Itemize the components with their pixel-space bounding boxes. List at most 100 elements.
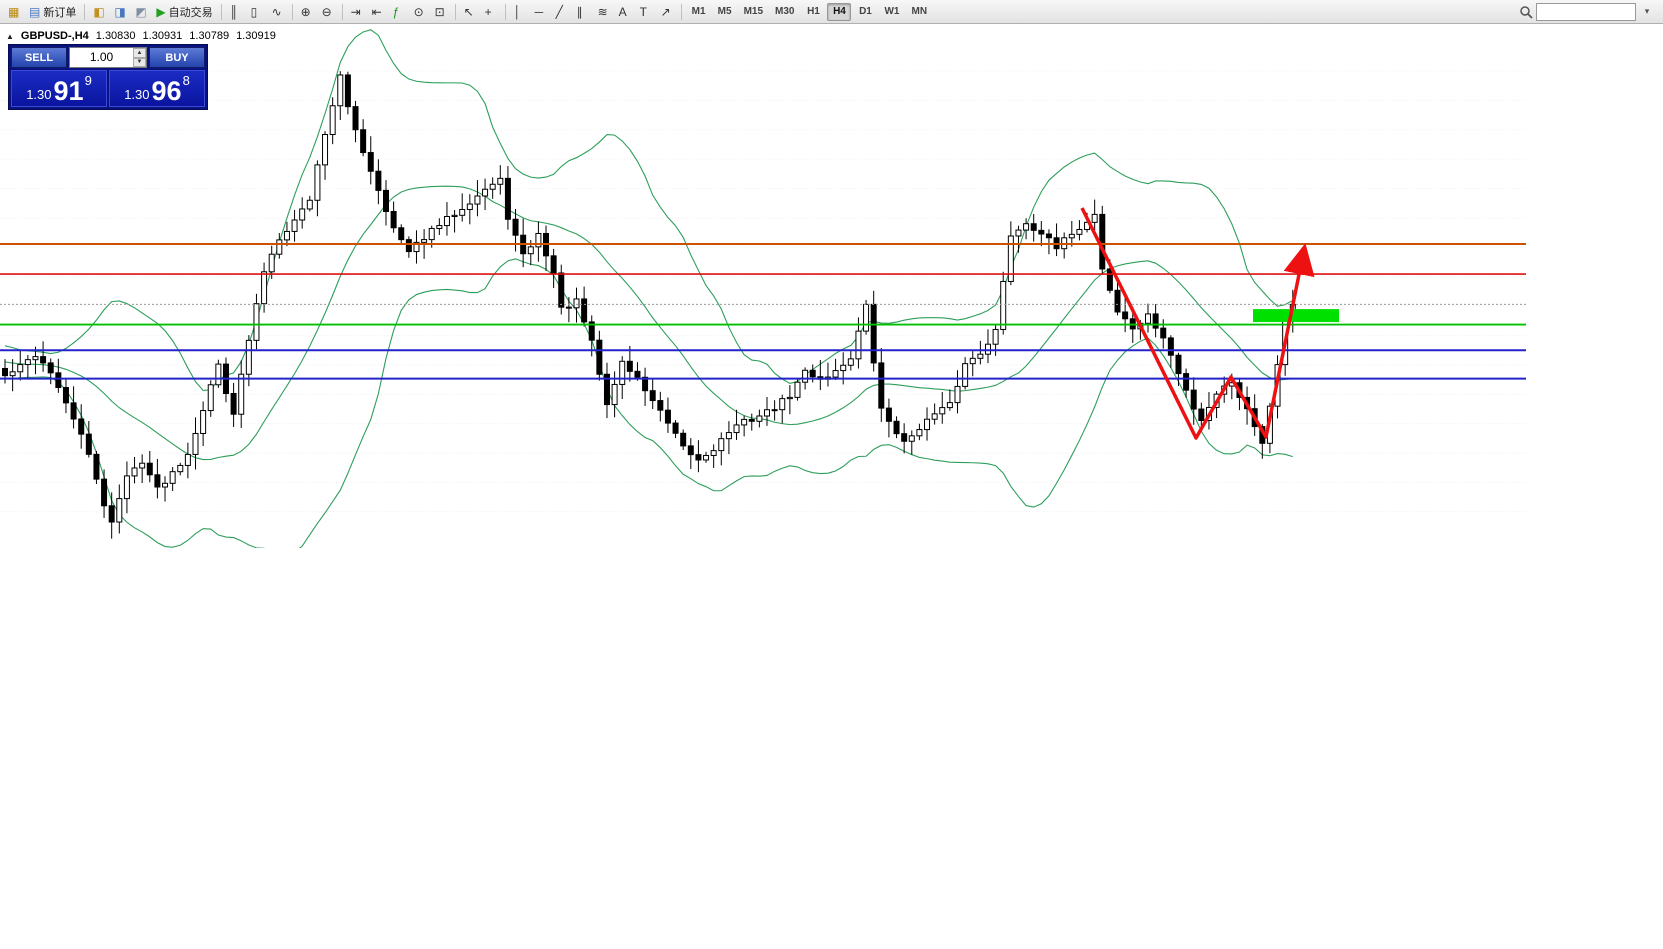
sell-button[interactable]: SELL [11,47,67,68]
ohlc-open: 1.30830 [95,30,136,42]
line-chart-icon: ∿ [271,4,282,19]
volume-down-button[interactable]: ▼ [133,57,146,67]
bar-chart-button[interactable]: ║ [226,2,246,22]
indicators-icon: ƒ [392,4,400,19]
timeframe-m5-button[interactable]: M5 [713,3,737,21]
crosshair-icon: + [484,4,492,19]
timeframe-m30-button[interactable]: M30 [770,3,799,21]
sell-price-big: 91 [53,76,84,106]
new-order-button-label: 新订单 [43,6,77,19]
toolbar: ▦ ▤ 新订单 ◧ ◨ ◩ ▶ 自动交易 ║ ▯ ∿ ⊕ ⊖ ⇥ ⇤ ƒ ⊙ ⊡ ↖ + │ ─ ╱ ∥ ≋ A T ↗ M1 M5 M1… [0,0,1663,24]
trendline-icon: ╱ [555,4,563,19]
horizontal-line-icon: ─ [534,4,544,19]
candlestick-chart-button[interactable]: ▯ [247,2,267,22]
autotrade-icon: ▶ [156,4,166,19]
channel-icon: ∥ [576,4,583,19]
chart-window-icon: ◧ [93,4,105,19]
toolbar-separator [291,3,293,20]
symbol-header: ▲ GBPUSD-,H4 1.30830 1.30931 1.30789 1.3… [6,30,276,42]
timeframe-w1-button[interactable]: W1 [879,3,904,21]
templates-icon: ⊡ [434,4,445,19]
candlestick-chart-icon: ▯ [250,4,258,19]
autotrade-button[interactable]: ▶ 自动交易 [152,2,216,22]
toolbar-separator [454,3,456,20]
terminal-icon-button[interactable]: ▦ [4,2,24,22]
chart-canvas[interactable] [0,24,1663,949]
profiles-button[interactable]: ◨ [110,2,130,22]
periods-button[interactable]: ⊙ [410,2,430,22]
text-icon: A [618,4,627,19]
timeframe-h4-button[interactable]: H4 [827,2,852,21]
crosshair-button[interactable]: + [481,2,501,22]
cursor-icon: ↖ [463,4,474,19]
sell-price-display[interactable]: 1.30 91 9 [11,70,107,107]
objects-marker-icon[interactable]: ▲ [6,31,14,41]
chart-area[interactable]: ▲ GBPUSD-,H4 1.30830 1.30931 1.30789 1.3… [0,24,1663,949]
chart-background [0,24,1663,949]
trendline-button[interactable]: ╱ [552,2,572,22]
data-window-icon: ◩ [135,4,147,19]
auto-scroll-button[interactable]: ⇥ [347,2,367,22]
one-click-trade-panel: SELL 1.00 ▲ ▼ BUY 1.30 91 9 1.30 96 8 [8,44,208,110]
zoom-in-button[interactable]: ⊕ [297,2,317,22]
toolbar-separator [504,3,506,20]
arrows-icon: ↗ [660,4,671,19]
chart-window-button[interactable]: ◧ [89,2,109,22]
text-button[interactable]: A [615,2,635,22]
new-order-icon: ▤ [29,4,41,19]
volume-value[interactable]: 1.00 [89,50,114,64]
auto-scroll-icon: ⇥ [350,4,361,19]
data-window-button[interactable]: ◩ [131,2,151,22]
search-input[interactable] [1536,2,1636,21]
timeframe-m1-button[interactable]: M1 [687,3,711,21]
line-chart-button[interactable]: ∿ [268,2,288,22]
fibonacci-button[interactable]: ≋ [594,2,614,22]
volume-up-button[interactable]: ▲ [133,48,146,58]
timeframe-bar: M1 M5 M15 M30 H1 H4 D1 W1 MN [686,2,933,21]
symbol-name: GBPUSD-,H4 [20,30,89,42]
highlight-box[interactable] [1253,309,1339,323]
ohlc-close: 1.30919 [236,30,276,42]
buy-price-small: 1.30 [124,87,150,102]
timeframe-mn-button[interactable]: MN [906,3,932,21]
bar-chart-icon: ║ [229,4,239,19]
buy-price-big: 96 [151,76,182,106]
timeframe-m15-button[interactable]: M15 [739,3,768,21]
new-order-button[interactable]: ▤ 新订单 [25,2,80,22]
zoom-out-button[interactable]: ⊖ [318,2,338,22]
sell-price-small: 1.30 [26,87,52,102]
autotrade-button-label: 自动交易 [168,6,213,19]
search-dropdown-button[interactable]: ▾ [1639,4,1655,20]
vertical-line-button[interactable]: │ [510,2,530,22]
chart-shift-icon: ⇤ [371,4,382,19]
zoom-in-icon: ⊕ [300,4,311,19]
templates-button[interactable]: ⊡ [431,2,451,22]
profiles-icon: ◨ [114,4,126,19]
horizontal-line-button[interactable]: ─ [531,2,551,22]
cursor-button[interactable]: ↖ [460,2,480,22]
vertical-line-icon: │ [513,4,522,19]
periods-icon: ⊙ [413,4,424,19]
buy-price-display[interactable]: 1.30 96 8 [109,70,205,107]
toolbar-buttons: ▦ ▤ 新订单 ◧ ◨ ◩ ▶ 自动交易 ║ ▯ ∿ ⊕ ⊖ ⇥ ⇤ ƒ ⊙ ⊡ ↖ + │ ─ ╱ ∥ ≋ A T ↗ [4,2,685,22]
trend-arrow-annotation[interactable] [1080,207,1315,440]
timeframe-d1-button[interactable]: D1 [853,3,877,21]
channel-button[interactable]: ∥ [573,2,593,22]
toolbar-separator [341,3,343,20]
search-icon [1519,5,1533,19]
arrows-button[interactable]: ↗ [657,2,677,22]
toolbar-separator [84,3,86,20]
chart-shift-button[interactable]: ⇤ [368,2,388,22]
buy-price-sup: 8 [182,73,190,88]
toolbar-separator [220,3,222,20]
toolbar-separator [680,3,682,20]
timeframe-h1-button[interactable]: H1 [801,3,825,21]
indicators-button[interactable]: ƒ [389,2,409,22]
terminal-icon-icon: ▦ [8,4,20,19]
label-button[interactable]: T [636,2,656,22]
toolbar-search: ▾ [1519,2,1655,21]
ohlc-high: 1.30931 [142,30,183,42]
volume-stepper[interactable]: 1.00 ▲ ▼ [69,47,147,68]
buy-button[interactable]: BUY [149,47,205,68]
sell-price-sup: 9 [84,73,92,88]
